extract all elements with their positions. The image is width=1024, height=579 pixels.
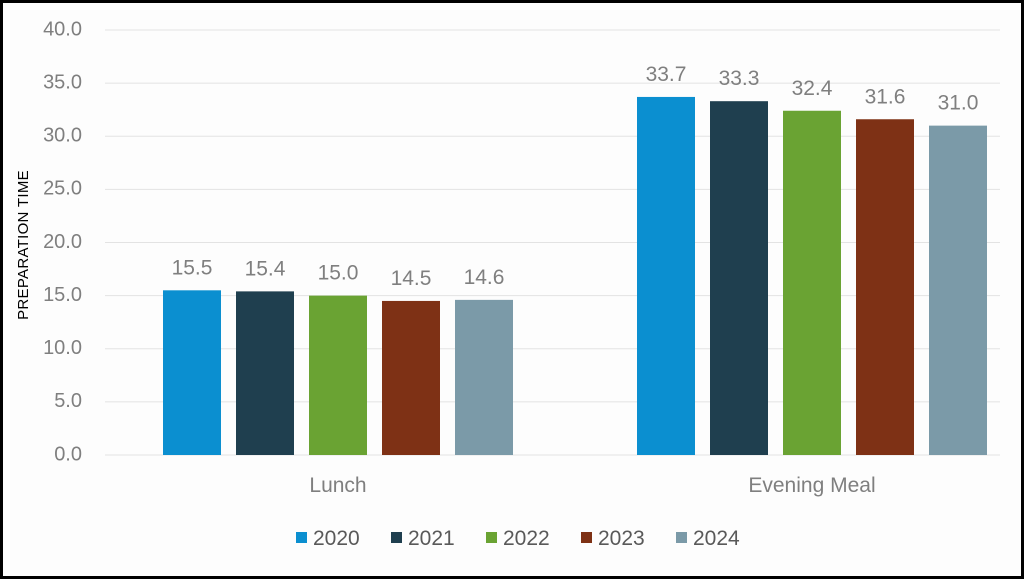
legend-item-2021: 2021: [391, 527, 455, 550]
data-label: 31.6: [865, 85, 906, 108]
bars: [163, 96, 987, 455]
legend-label: 2023: [598, 527, 645, 550]
data-label: 32.4: [792, 77, 833, 100]
category-label: Evening Meal: [748, 474, 875, 497]
y-tick-label: 40.0: [43, 18, 82, 40]
data-labels: 15.5 15.4 15.0 14.5 14.6 33.7 33.3 32.4 31.6 31.0: [172, 63, 979, 290]
y-tick-label: 10.0: [43, 337, 82, 359]
y-tick-label: 25.0: [43, 178, 82, 200]
data-label: 15.0: [318, 262, 359, 285]
category-labels: Lunch Evening Meal: [309, 474, 875, 497]
legend-label: 2021: [408, 527, 455, 550]
bar-2024-evening-meal: [929, 125, 987, 455]
y-tick-label: 0.0: [54, 443, 82, 465]
data-label: 15.4: [245, 257, 286, 280]
legend-swatch: [486, 532, 497, 543]
y-axis-label: PREPARATION TIME: [15, 170, 32, 320]
data-label: 31.0: [938, 92, 979, 115]
legend-item-2024: 2024: [676, 527, 740, 550]
bar-2023-evening-meal: [856, 119, 914, 455]
bar-2022-evening-meal: [783, 110, 841, 455]
bar-2021-evening-meal: [710, 101, 768, 455]
y-tick-label: 20.0: [43, 231, 82, 253]
legend-swatch: [296, 532, 307, 543]
y-tick-label: 15.0: [43, 284, 82, 306]
y-tick-label: 35.0: [43, 71, 82, 93]
legend-swatch: [676, 532, 687, 543]
bar-2020-evening-meal: [637, 96, 695, 455]
legend-label: 2022: [503, 527, 550, 550]
legend-item-2023: 2023: [581, 527, 645, 550]
y-tick-label: 5.0: [54, 390, 82, 412]
category-label: Lunch: [309, 474, 366, 497]
data-label: 15.5: [172, 256, 213, 279]
legend: 2020 2021 2022 2023 2024: [296, 527, 740, 550]
data-label: 33.7: [646, 63, 687, 86]
bar-2021-lunch: [236, 291, 294, 455]
bar-2023-lunch: [382, 300, 440, 455]
data-label: 14.5: [391, 267, 432, 290]
y-tick-label: 30.0: [43, 125, 82, 147]
bar-2020-lunch: [163, 290, 221, 455]
bar-2024-lunch: [455, 299, 513, 455]
legend-swatch: [581, 532, 592, 543]
y-axis-ticks: 0.0 5.0 10.0 15.0 20.0 25.0 30.0 35.0 40.0: [43, 18, 82, 465]
legend-item-2022: 2022: [486, 527, 550, 550]
data-label: 33.3: [719, 67, 760, 90]
legend-item-2020: 2020: [296, 527, 360, 550]
legend-label: 2020: [313, 527, 360, 550]
legend-label: 2024: [693, 527, 740, 550]
bar-2022-lunch: [309, 295, 367, 455]
data-label: 14.6: [464, 266, 505, 289]
legend-swatch: [391, 532, 402, 543]
